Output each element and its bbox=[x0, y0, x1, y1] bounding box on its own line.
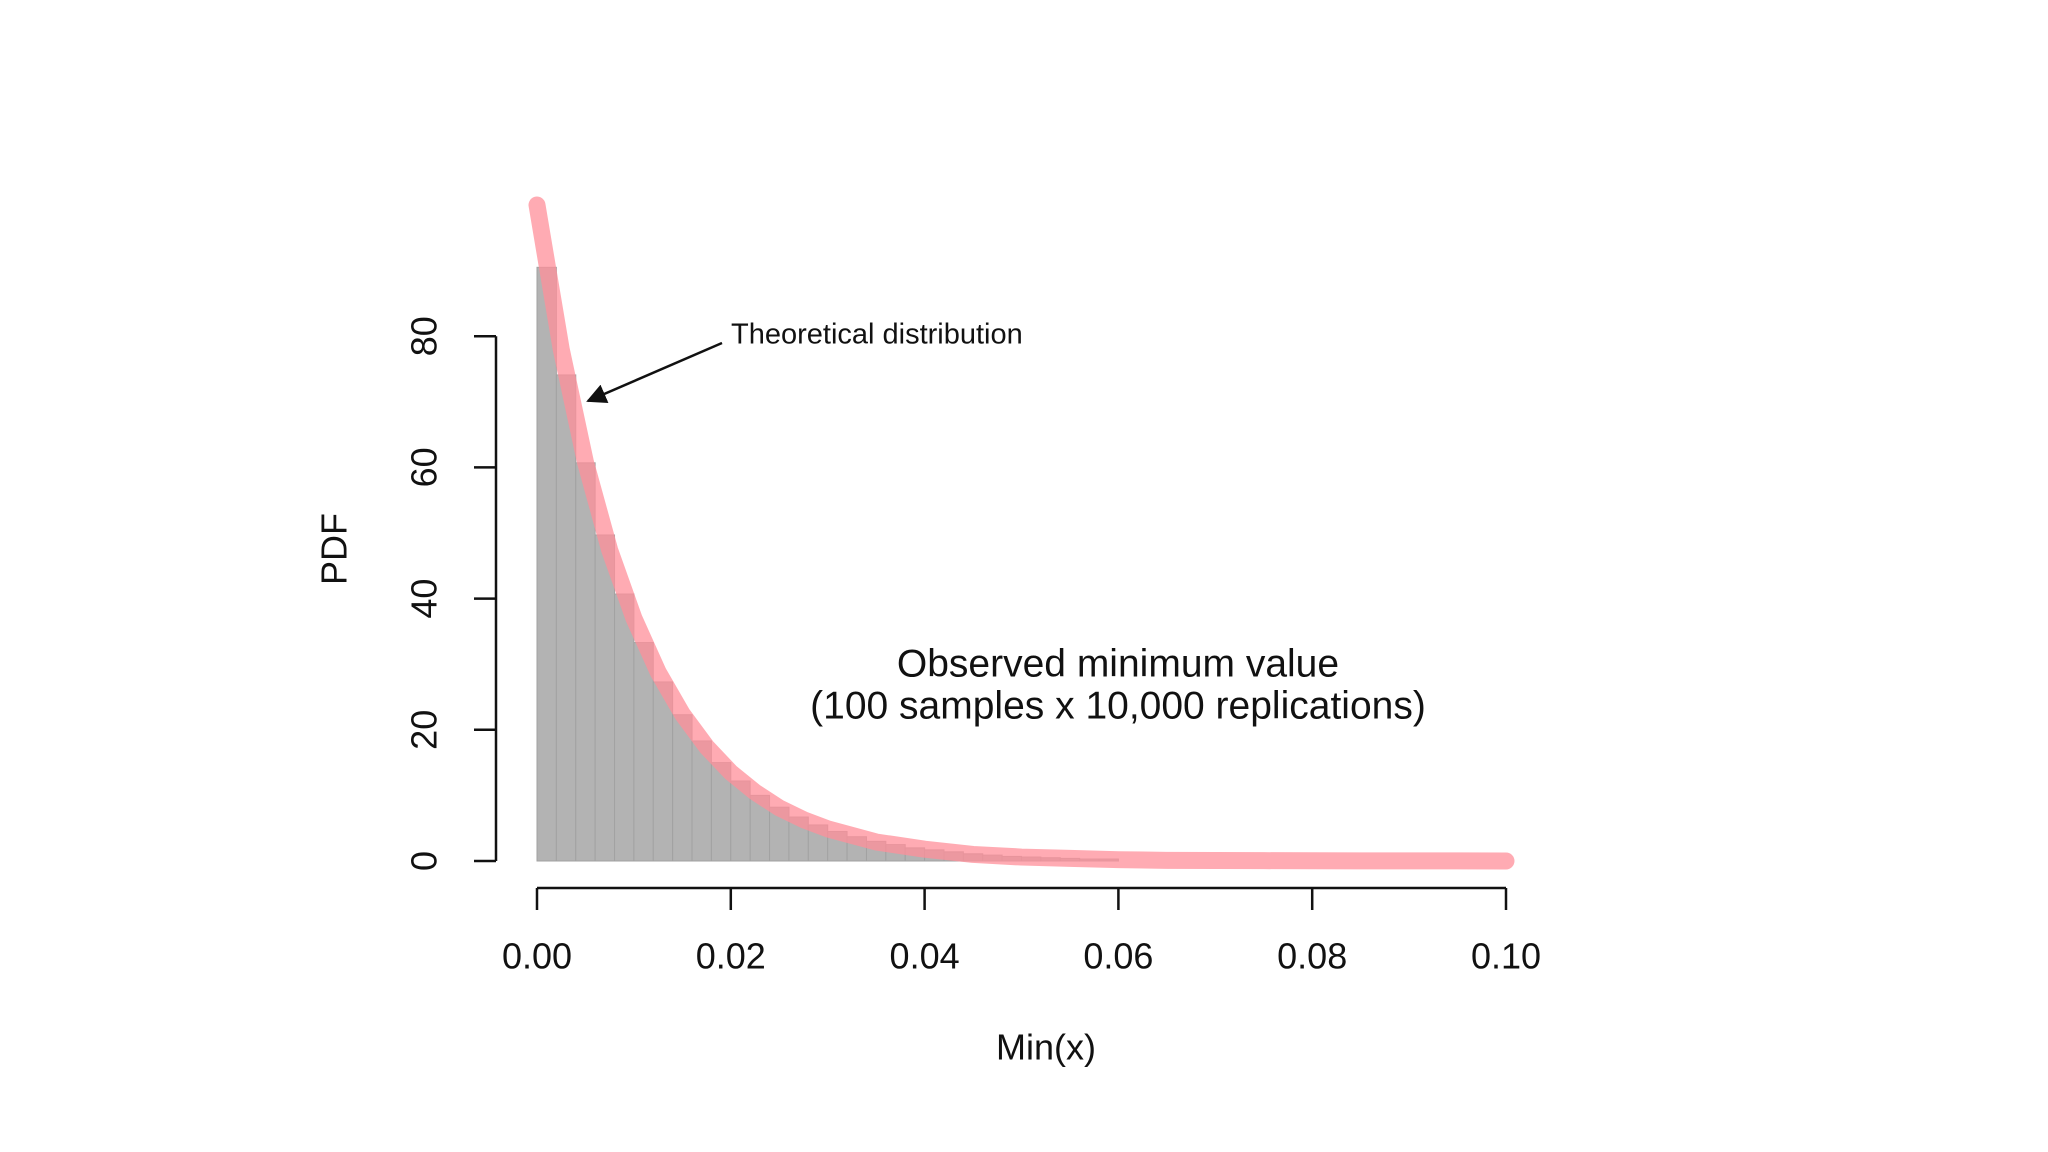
bar bbox=[614, 593, 635, 862]
x-axis-label: Min(x) bbox=[996, 1027, 1096, 1068]
y-tick-label: 60 bbox=[404, 447, 445, 487]
x-tick-label: 0.00 bbox=[502, 936, 572, 977]
bar bbox=[575, 462, 596, 862]
bar bbox=[536, 266, 557, 862]
y-tick-label: 80 bbox=[404, 316, 445, 356]
theoretical-curve bbox=[528, 196, 1515, 870]
x-tick-label: 0.08 bbox=[1277, 936, 1347, 977]
annotation: Observed minimum value bbox=[897, 642, 1339, 685]
y-tick-label: 0 bbox=[404, 851, 445, 871]
x-tick-label: 0.06 bbox=[1083, 936, 1153, 977]
bar bbox=[594, 534, 616, 862]
pdf-curve bbox=[528, 196, 1515, 870]
y-tick-label: 20 bbox=[404, 710, 445, 750]
annotation: Theoretical distribution bbox=[731, 319, 1023, 351]
x-tick-label: 0.04 bbox=[890, 936, 960, 977]
histogram bbox=[536, 266, 1119, 862]
x-tick-label: 0.02 bbox=[696, 936, 766, 977]
axes: 0.00 0.02 0.04 0.06 0.08 0.10 0 20 40 60 80 bbox=[404, 316, 1542, 976]
annotation-arrow bbox=[586, 341, 723, 404]
x-tick-label: 0.10 bbox=[1471, 936, 1541, 977]
bar bbox=[555, 374, 577, 862]
annotation: (100 samples x 10,000 replications) bbox=[810, 684, 1426, 727]
y-axis-label: PDF bbox=[314, 513, 355, 585]
y-tick-label: 40 bbox=[404, 579, 445, 619]
